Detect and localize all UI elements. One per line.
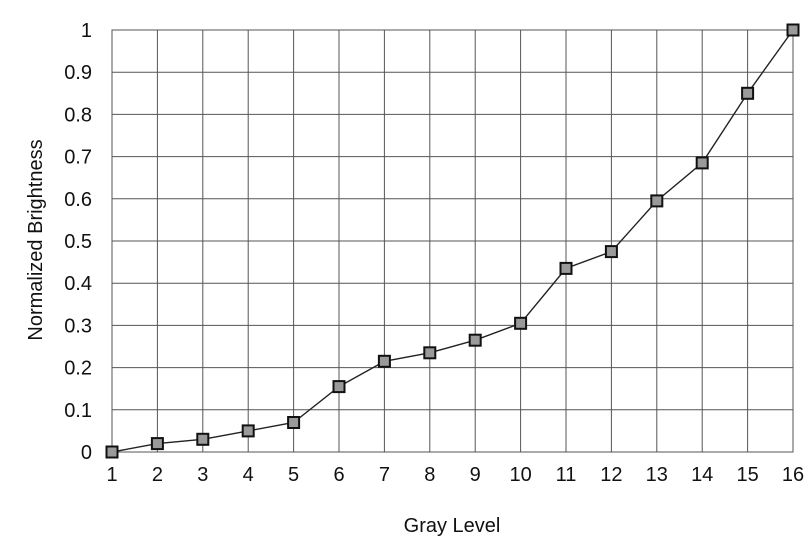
data-point-marker <box>468 333 482 347</box>
y-tick-label: 0.2 <box>64 358 92 380</box>
x-tick-label: 1 <box>106 464 117 486</box>
y-tick-labels: 0 0.1 0.2 0.3 0.4 0.5 0.6 0.7 0.8 0.9 1 <box>64 20 92 464</box>
x-tick-label: 15 <box>736 464 758 486</box>
x-tick-label: 12 <box>600 464 622 486</box>
plot-area-border <box>111 29 794 453</box>
x-tick-label: 5 <box>288 464 299 486</box>
data-point-marker <box>196 432 210 446</box>
data-point-marker <box>741 86 755 100</box>
y-tick-label: 0.8 <box>64 104 92 126</box>
y-tick-label: 0 <box>81 442 92 464</box>
y-tick-label: 0.4 <box>64 273 92 295</box>
x-tick-labels: 1 2 3 4 5 6 7 8 9 10 11 12 13 14 15 16 <box>106 464 804 486</box>
x-tick-label: 7 <box>379 464 390 486</box>
y-tick-label: 1 <box>81 20 92 42</box>
x-tick-label: 3 <box>197 464 208 486</box>
data-point-marker <box>786 23 800 37</box>
data-point-marker <box>150 437 164 451</box>
y-tick-label: 0.6 <box>64 189 92 211</box>
series-line <box>111 29 794 453</box>
x-tick-label: 8 <box>424 464 435 486</box>
data-point-marker <box>105 445 119 459</box>
x-tick-label: 14 <box>691 464 713 486</box>
x-tick-label: 16 <box>782 464 804 486</box>
x-tick-label: 2 <box>152 464 163 486</box>
x-tick-label: 13 <box>646 464 668 486</box>
x-axis-title: Gray Level <box>404 515 501 537</box>
x-tick-label: 10 <box>509 464 531 486</box>
y-tick-label: 0.3 <box>64 315 92 337</box>
data-point-marker <box>604 245 618 259</box>
series-layer <box>105 23 800 459</box>
y-tick-label: 0.7 <box>64 147 92 169</box>
data-point-marker <box>332 380 346 394</box>
y-tick-label: 0.1 <box>64 400 92 422</box>
plot-frame <box>111 29 794 453</box>
x-tick-label: 4 <box>243 464 254 486</box>
x-tick-label: 6 <box>333 464 344 486</box>
y-tick-label: 0.9 <box>64 62 92 84</box>
data-point-marker <box>514 316 528 330</box>
x-tick-label: 9 <box>470 464 481 486</box>
y-tick-label: 0.5 <box>64 231 92 253</box>
data-point-marker <box>650 194 664 208</box>
grid <box>111 29 794 453</box>
data-point-marker <box>559 261 573 275</box>
y-axis-title: Normalized Brightness <box>25 139 47 340</box>
data-point-marker <box>423 346 437 360</box>
data-point-marker <box>695 156 709 170</box>
x-tick-label: 11 <box>556 464 577 486</box>
data-point-marker <box>377 354 391 368</box>
data-point-marker <box>287 416 301 429</box>
data-point-marker <box>241 424 255 438</box>
